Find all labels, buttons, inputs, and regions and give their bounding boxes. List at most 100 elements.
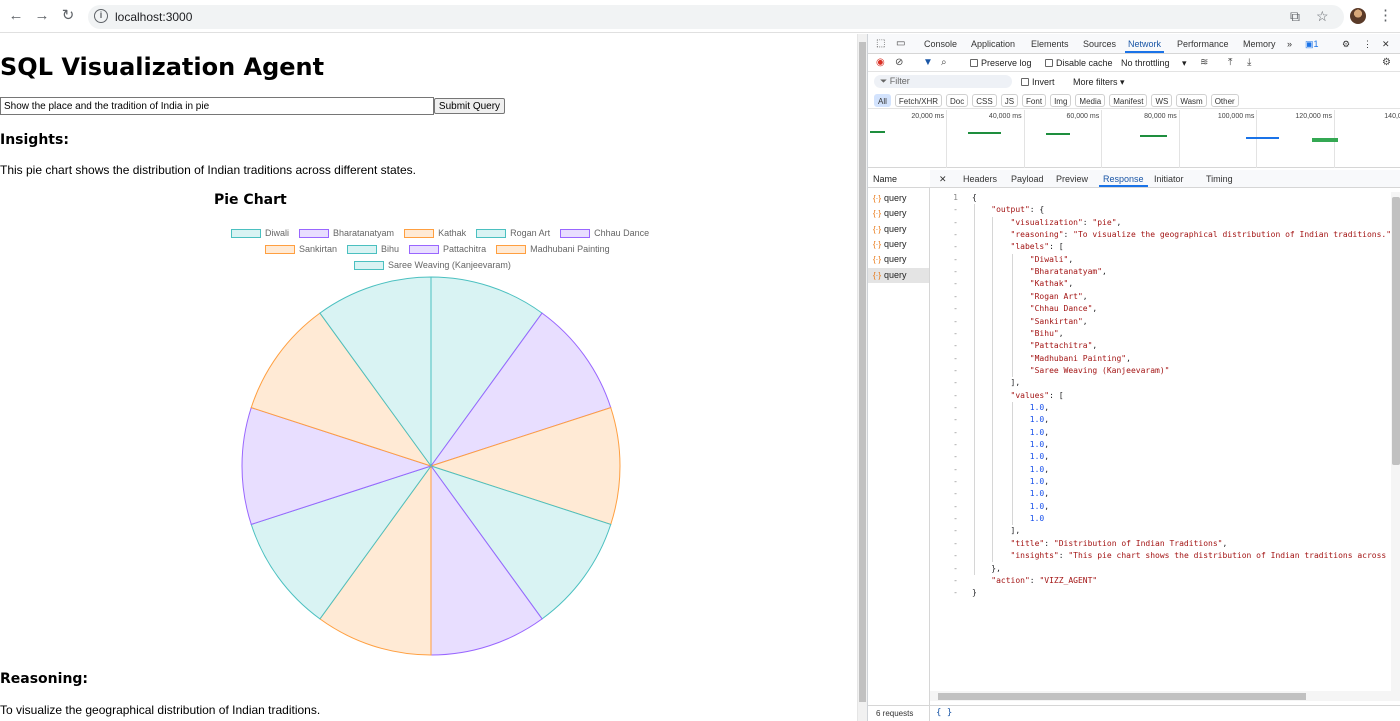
- legend-item[interactable]: Diwali: [231, 227, 289, 239]
- bookmark-star-icon[interactable]: ☆: [1316, 8, 1329, 24]
- name-column-header[interactable]: Name: [868, 170, 930, 188]
- type-filter-js[interactable]: JS: [1000, 94, 1019, 107]
- legend-item[interactable]: Madhubani Painting: [496, 243, 610, 255]
- invert-checkbox[interactable]: Invert: [1021, 77, 1055, 87]
- reload-icon[interactable]: ↻: [61, 7, 75, 24]
- import-har-icon[interactable]: ⤒: [1228, 57, 1233, 68]
- type-filter-doc[interactable]: Doc: [946, 94, 969, 107]
- install-app-icon[interactable]: ⧉: [1290, 8, 1300, 24]
- disable-cache-label: Disable cache: [1056, 58, 1113, 68]
- response-tab-timing[interactable]: Timing: [1206, 174, 1233, 184]
- type-filter-css[interactable]: CSS: [972, 94, 997, 107]
- profile-avatar[interactable]: [1350, 8, 1366, 24]
- request-row[interactable]: {·} query: [868, 267, 929, 283]
- legend-item[interactable]: Bihu: [347, 243, 399, 255]
- pie-slice-chhau-dance[interactable]: [430, 464, 543, 656]
- pie-slice-saree-weaving-kanjeevaram[interactable]: [319, 276, 432, 468]
- page-scrollbar[interactable]: [857, 34, 867, 721]
- response-tab-payload[interactable]: Payload: [1011, 174, 1044, 184]
- legend-item[interactable]: Chhau Dance: [560, 227, 649, 239]
- legend-item[interactable]: Kathak: [404, 227, 466, 239]
- request-row[interactable]: {·} query: [868, 222, 929, 237]
- site-info-icon[interactable]: i: [94, 9, 108, 23]
- legend-item[interactable]: Sankirtan: [265, 243, 337, 255]
- type-filter-manifest[interactable]: Manifest: [1109, 94, 1148, 107]
- network-overview-timeline[interactable]: 20,000 ms 40,000 ms 60,000 ms 80,000 ms 100,…: [868, 110, 1400, 168]
- submit-query-button[interactable]: Submit Query: [434, 98, 505, 114]
- legend-item[interactable]: Saree Weaving (Kanjeevaram): [354, 259, 511, 271]
- pretty-print-icon[interactable]: { }: [930, 705, 1400, 721]
- type-filter-wasm[interactable]: Wasm: [1176, 94, 1207, 107]
- browser-menu-icon[interactable]: ⋮: [1378, 7, 1393, 24]
- indent-guide: [974, 204, 975, 575]
- network-settings-icon[interactable]: ⚙: [1382, 57, 1391, 68]
- code-text: ],: [972, 378, 1021, 388]
- type-filter-all[interactable]: All: [874, 94, 891, 107]
- request-row[interactable]: {·} query: [868, 237, 929, 252]
- back-arrow-icon[interactable]: ←: [8, 7, 24, 24]
- preserve-log-checkbox[interactable]: Preserve log: [970, 58, 1032, 68]
- pie-slice-sankirtan[interactable]: [319, 464, 432, 656]
- response-tab-headers[interactable]: Headers: [963, 174, 998, 184]
- tab-performance[interactable]: Performance: [1177, 39, 1229, 49]
- type-filter-fetch-xhr[interactable]: Fetch/XHR: [894, 94, 943, 107]
- close-devtools-icon[interactable]: ✕: [1382, 39, 1390, 49]
- export-har-icon[interactable]: ⤓: [1247, 57, 1252, 68]
- type-filter-img[interactable]: Img: [1050, 94, 1072, 107]
- tab-console[interactable]: Console: [924, 39, 958, 49]
- query-input[interactable]: [0, 97, 434, 115]
- pie-slice-pattachitra[interactable]: [241, 406, 433, 526]
- inspect-element-icon[interactable]: ⬚: [876, 38, 886, 49]
- response-h-scrollbar[interactable]: [930, 691, 1400, 701]
- line-number: -: [953, 563, 958, 573]
- pie-slice-kathak[interactable]: [429, 406, 621, 526]
- response-body[interactable]: 1 {- "output": {- "visualization": "pie",…: [930, 192, 1391, 692]
- more-filters-dropdown[interactable]: More filters ▾: [1073, 77, 1125, 88]
- legend-item[interactable]: Bharatanatyam: [299, 227, 394, 239]
- forward-arrow-icon[interactable]: →: [34, 7, 50, 24]
- type-filter-other[interactable]: Other: [1210, 94, 1239, 107]
- tab-sources[interactable]: Sources: [1083, 39, 1117, 49]
- request-row[interactable]: {·} query: [868, 206, 929, 221]
- legend-item[interactable]: Pattachitra: [409, 243, 486, 255]
- url-text[interactable]: localhost:3000: [115, 10, 193, 24]
- tab-memory[interactable]: Memory: [1243, 39, 1276, 49]
- type-filter-font[interactable]: Font: [1022, 94, 1047, 107]
- legend-swatch: [476, 228, 507, 238]
- response-tab-initiator[interactable]: Initiator: [1154, 174, 1184, 184]
- filter-icon[interactable]: ▼: [923, 57, 933, 68]
- network-conditions-icon[interactable]: ≋: [1200, 57, 1209, 68]
- tab-application[interactable]: Application: [971, 39, 1016, 49]
- device-toolbar-icon[interactable]: ▭: [896, 38, 906, 49]
- filter-input[interactable]: ⏷ Filter: [874, 75, 1012, 88]
- devtools-menu-icon[interactable]: ⋮: [1363, 39, 1372, 49]
- pie-slice-madhubani-painting[interactable]: [250, 312, 433, 467]
- request-row[interactable]: {·} query: [868, 252, 929, 267]
- clear-icon[interactable]: ⊘: [895, 57, 904, 68]
- response-h-scrollbar-thumb[interactable]: [938, 693, 1306, 700]
- page-scrollbar-thumb[interactable]: [859, 42, 866, 702]
- close-details-icon[interactable]: ✕: [939, 174, 947, 184]
- type-filter-ws[interactable]: WS: [1151, 94, 1173, 107]
- address-bar[interactable]: i localhost:3000 ⧉ ☆: [88, 5, 1344, 29]
- pie-slice-bihu[interactable]: [250, 465, 433, 620]
- tab-network[interactable]: Network: [1124, 39, 1165, 53]
- pie-slice-bharatanatyam[interactable]: [429, 312, 612, 467]
- settings-gear-icon[interactable]: ⚙: [1342, 39, 1351, 49]
- search-icon[interactable]: ⌕: [941, 57, 947, 68]
- pie-slice-rogan-art[interactable]: [429, 465, 612, 620]
- pie-slice-diwali[interactable]: [430, 276, 543, 468]
- request-row[interactable]: {·} query: [868, 191, 929, 206]
- disable-cache-checkbox[interactable]: Disable cache: [1045, 58, 1113, 68]
- response-scrollbar-thumb[interactable]: [1392, 197, 1400, 465]
- type-filter-media[interactable]: Media: [1075, 94, 1106, 107]
- legend-item[interactable]: Rogan Art: [476, 227, 550, 239]
- response-scrollbar[interactable]: [1391, 192, 1400, 692]
- issues-badge[interactable]: ▣1: [1305, 39, 1319, 49]
- response-tab-response[interactable]: Response: [1099, 174, 1148, 187]
- record-icon[interactable]: ◉: [876, 57, 885, 68]
- response-tab-preview[interactable]: Preview: [1056, 174, 1089, 184]
- tab-elements[interactable]: Elements: [1031, 39, 1069, 49]
- more-tabs-icon[interactable]: »: [1287, 39, 1293, 49]
- throttling-select[interactable]: No throttling ▾: [1121, 58, 1187, 69]
